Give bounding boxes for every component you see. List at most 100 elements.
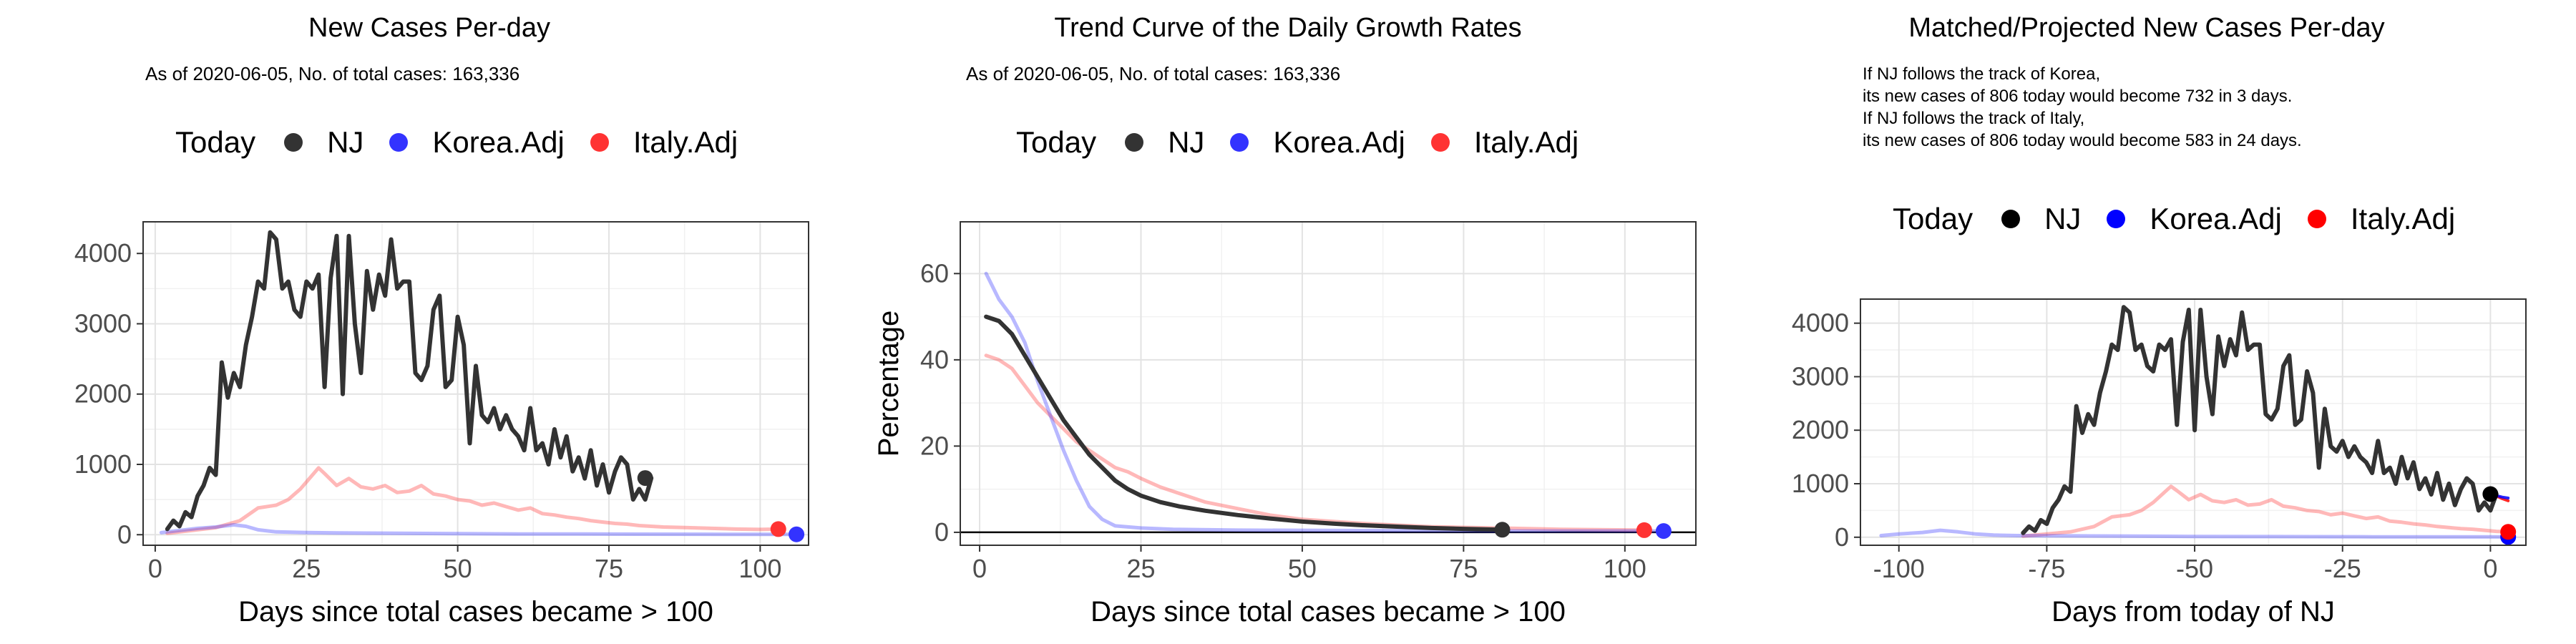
legend-title: Today [1016, 125, 1097, 159]
y-tick-label: 40 [920, 345, 949, 374]
legend-item-nj: NJ [284, 125, 364, 160]
x-tick-label: 100 [738, 554, 781, 583]
legend-label-nj: NJ [327, 125, 364, 159]
series-line-italy [2021, 484, 2510, 538]
legend-label-nj: NJ [1168, 125, 1205, 159]
legend-item-italy: Italy.Adj [1430, 125, 1579, 160]
x-axis-label: Days since total cases became > 100 [1091, 596, 1566, 628]
y-tick-label: 1000 [1792, 469, 1849, 498]
series-line-korea [984, 271, 1666, 533]
series-line-nj [2021, 305, 2499, 535]
projected-cases-chart: -100 -75 -50 -25 0 0 1000 2000 3000 4000 Days from… [1792, 298, 2527, 628]
today-point-nj [1494, 522, 1511, 538]
legend-dot-korea [1230, 133, 1249, 152]
y-tick-label: 2000 [74, 379, 132, 409]
chart-subtitle: As of 2020-06-05, No. of total cases: 16… [145, 63, 520, 84]
legend-dot-korea [2107, 210, 2126, 228]
today-point-korea [1655, 523, 1672, 540]
y-tick-label: 60 [920, 258, 949, 288]
projection-note: its new cases of 806 today would become … [1863, 87, 2293, 106]
x-tick-label: -25 [2324, 554, 2361, 583]
today-point-nj [637, 470, 653, 487]
panel-new-cases: New Cases Per-day As of 2020-06-05, No. … [0, 0, 859, 644]
x-tick-label: 0 [972, 554, 987, 583]
legend-label-nj: NJ [2044, 202, 2082, 235]
projection-note: If NJ follows the track of Italy, [1863, 109, 2085, 128]
legend-title: Today [1893, 202, 1974, 235]
y-tick-label: 1000 [74, 449, 132, 479]
y-tick-label: 4000 [1792, 308, 1849, 338]
today-point-italy [1636, 522, 1652, 538]
chart-legend: Today NJ Korea.Adj Italy.Adj [1893, 202, 2481, 236]
y-axis-label: Percentage [873, 311, 904, 457]
chart-title: Matched/Projected New Cases Per-day [1908, 13, 2385, 43]
legend-dot-nj [284, 133, 303, 152]
x-tick-label: 0 [148, 554, 162, 583]
legend-item-nj: NJ [2001, 202, 2081, 236]
x-tick-label: 75 [1449, 554, 1478, 583]
x-tick-label: -50 [2176, 554, 2213, 583]
legend-item-italy: Italy.Adj [590, 125, 738, 160]
y-tick-label: 0 [935, 517, 949, 547]
legend-label-italy: Italy.Adj [2350, 202, 2456, 235]
legend-item-korea: Korea.Adj [389, 125, 565, 160]
series-line-italy [165, 466, 781, 535]
legend-dot-korea [389, 133, 409, 152]
today-point-italy [2500, 524, 2517, 540]
legend-dot-nj [1125, 133, 1144, 152]
legend-dot-italy [2307, 210, 2326, 228]
legend-label-italy: Italy.Adj [633, 125, 738, 159]
series-line-nj [984, 314, 1505, 532]
legend-dot-italy [590, 133, 609, 152]
y-tick-label: 2000 [1792, 415, 1849, 444]
x-tick-label: 75 [595, 554, 623, 583]
series-line-nj [165, 230, 654, 532]
legend-label-korea: Korea.Adj [432, 125, 565, 159]
legend-item-nj: NJ [1125, 125, 1204, 160]
legend-item-italy: Italy.Adj [2307, 202, 2456, 236]
x-tick-label: -100 [1873, 554, 1925, 583]
x-tick-label: -75 [2028, 554, 2065, 583]
series-line-korea [1879, 528, 2510, 539]
legend-label-italy: Italy.Adj [1473, 125, 1579, 159]
y-tick-label: 20 [920, 431, 949, 460]
legend-title: Today [175, 125, 256, 159]
plot-border [1860, 298, 2527, 546]
x-axis-label: Days since total cases became > 100 [238, 596, 713, 628]
x-tick-label: 100 [1604, 554, 1646, 583]
legend-label-korea: Korea.Adj [2150, 202, 2282, 235]
y-tick-label: 3000 [74, 308, 132, 338]
x-tick-label: 25 [292, 554, 321, 583]
plot-border [142, 221, 809, 546]
chart-legend: Today NJ Korea.Adj Italy.Adj [175, 125, 763, 160]
today-point-korea [789, 526, 805, 542]
chart-title: Trend Curve of the Daily Growth Rates [1054, 13, 1522, 43]
chart-subtitle: As of 2020-06-05, No. of total cases: 16… [966, 63, 1341, 84]
chart-legend: Today NJ Korea.Adj Italy.Adj [1016, 125, 1604, 160]
x-tick-label: 50 [444, 554, 472, 583]
x-tick-label: 0 [2483, 554, 2497, 583]
legend-dot-nj [2001, 210, 2021, 228]
projection-notes: If NJ follows the track of Korea, its ne… [1863, 63, 2302, 152]
panel-projected-cases: Matched/Projected New Cases Per-day If N… [1717, 0, 2576, 644]
x-tick-label: 25 [1126, 554, 1155, 583]
y-tick-label: 4000 [74, 238, 132, 268]
y-tick-label: 3000 [1792, 361, 1849, 391]
x-axis-label: Days from today of NJ [2051, 596, 2335, 628]
legend-item-korea: Korea.Adj [2107, 202, 2282, 236]
y-tick-label: 0 [117, 519, 132, 549]
plot-border [960, 221, 1697, 546]
chart-title: New Cases Per-day [308, 13, 550, 43]
series-line-italy [984, 353, 1646, 532]
y-tick-label: 0 [1835, 522, 1849, 552]
today-point-nj [2482, 486, 2499, 502]
growth-rates-chart: 0 25 50 75 100 0 20 40 60 Days since total cases … [873, 221, 1697, 628]
legend-dot-italy [1430, 133, 1450, 152]
x-tick-label: 50 [1288, 554, 1317, 583]
projection-note: If NJ follows the track of Korea, [1863, 64, 2101, 84]
legend-item-korea: Korea.Adj [1230, 125, 1405, 160]
projection-note: its new cases of 806 today would become … [1863, 131, 2302, 150]
series-line-korea [159, 523, 799, 537]
panel-growth-rates: Trend Curve of the Daily Growth Rates As… [859, 0, 1717, 644]
